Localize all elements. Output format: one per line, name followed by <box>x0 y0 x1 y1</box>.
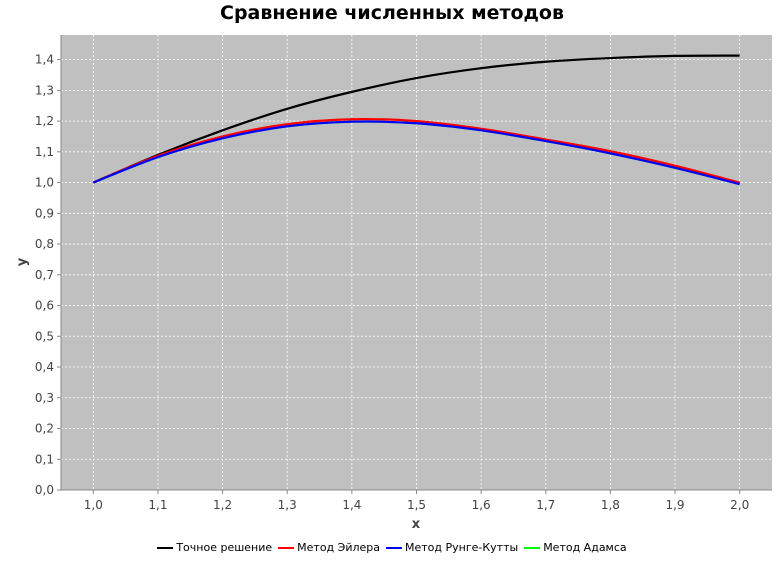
x-tick-label: 1,8 <box>601 498 620 512</box>
y-tick-label: 1,2 <box>35 114 54 128</box>
y-tick-label: 0,6 <box>35 299 54 313</box>
x-tick-label: 1,9 <box>665 498 684 512</box>
x-tick-label: 1,4 <box>342 498 361 512</box>
chart-title: Сравнение численных методов <box>220 2 564 24</box>
legend: Точное решение Метод Эйлера Метод Рунге-Ку… <box>0 541 784 554</box>
series-line-1 <box>92 117 740 184</box>
legend-label: Метод Адамса <box>543 541 627 554</box>
y-tick-label: 0,9 <box>35 206 54 220</box>
legend-item: Метод Эйлера <box>278 541 380 554</box>
x-tick-label: 1,3 <box>278 498 297 512</box>
legend-item: Точное решение <box>157 541 272 554</box>
y-tick-label: 0,8 <box>35 237 54 251</box>
y-tick-label: 0,0 <box>35 483 54 497</box>
x-tick-label: 2,0 <box>730 498 749 512</box>
y-tick-label: 0,5 <box>35 329 54 343</box>
legend-label: Точное решение <box>176 541 273 554</box>
x-tick-label: 1,1 <box>148 498 167 512</box>
x-tick-label: 1,2 <box>213 498 232 512</box>
x-tick-label: 1,0 <box>84 498 103 512</box>
y-tick-label: 0,7 <box>35 268 54 282</box>
legend-item: Метод Рунге-Кутты <box>386 541 518 554</box>
axis-layer: 1,0 1,1 1,2 1,3 1,4 1,5 1,6 1,7 1,8 1,9 2,0 0,0 0,1 0… <box>35 35 772 512</box>
y-tick-label: 0,3 <box>35 391 54 405</box>
legend-swatch <box>157 546 174 549</box>
series-line-2 <box>92 120 740 186</box>
series-line-0 <box>92 54 740 184</box>
x-tick-label: 1,5 <box>407 498 426 512</box>
legend-swatch <box>386 546 403 549</box>
plot-background <box>61 35 772 490</box>
x-tick-label: 1,7 <box>536 498 555 512</box>
legend-label: Метод Рунге-Кутты <box>405 541 519 554</box>
x-tick-label: 1,6 <box>472 498 491 512</box>
y-tick-label: 0,1 <box>35 452 54 466</box>
y-tick-label: 1,4 <box>35 53 54 67</box>
legend-item: Метод Адамса <box>524 541 627 554</box>
y-axis-label: y <box>15 257 30 266</box>
y-tick-label: 1,0 <box>35 176 54 190</box>
y-tick-label: 0,2 <box>35 422 54 436</box>
legend-label: Метод Эйлера <box>297 541 381 554</box>
legend-swatch <box>524 546 541 549</box>
series-layer <box>92 54 740 186</box>
grid-layer <box>61 35 772 491</box>
legend-swatch <box>278 546 295 549</box>
y-tick-label: 1,3 <box>35 83 54 97</box>
y-tick-label: 1,1 <box>35 145 54 159</box>
x-axis-label: x <box>412 517 421 532</box>
y-tick-label: 0,4 <box>35 360 54 374</box>
